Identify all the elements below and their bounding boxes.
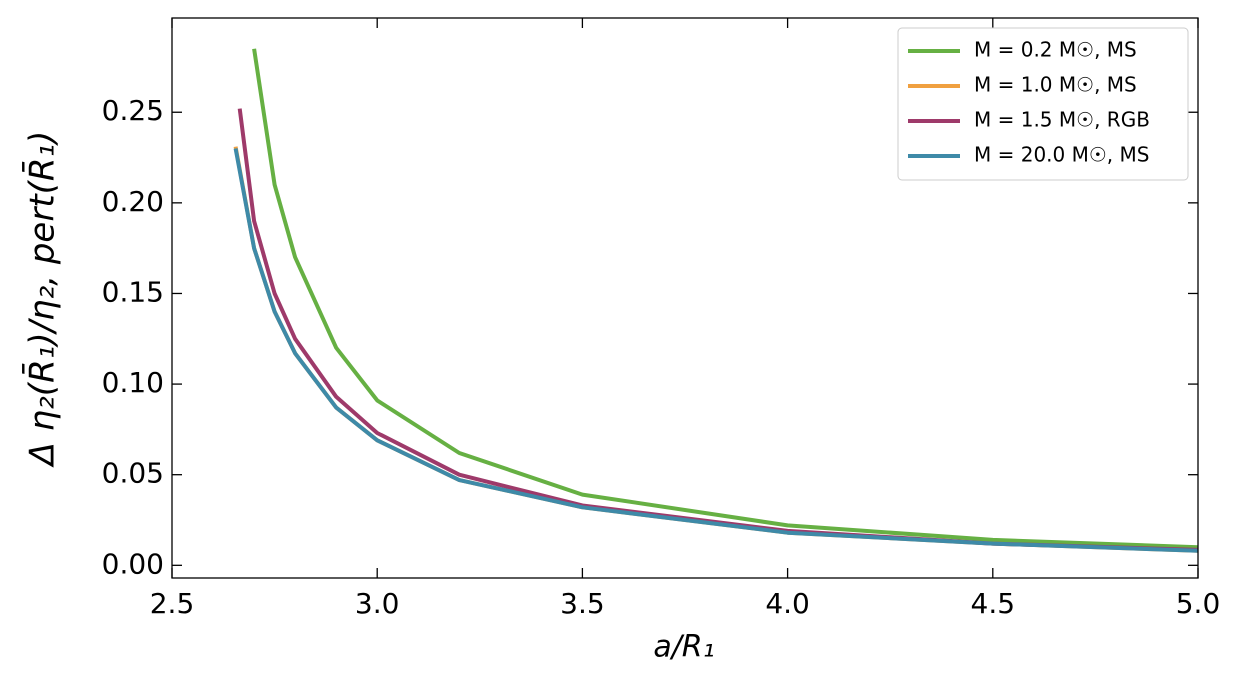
y-tick-label: 0.00 (102, 547, 164, 580)
x-tick-label: 4.0 (765, 587, 810, 620)
y-tick-label: 0.25 (102, 94, 164, 127)
legend-label: M = 1.5 M☉, RGB (974, 108, 1150, 132)
x-tick-label: 3.5 (560, 587, 605, 620)
y-tick-label: 0.15 (102, 275, 164, 308)
series-line (233, 148, 1199, 553)
plot-frame (171, 17, 1199, 579)
y-tick-label: 0.20 (102, 185, 164, 218)
y-tick-label: 0.05 (102, 457, 164, 490)
x-tick-label: 2.5 (150, 587, 195, 620)
legend-label: M = 20.0 M☉, MS (974, 143, 1149, 167)
x-tick-label: 4.5 (971, 587, 1016, 620)
legend-label: M = 0.2 M☉, MS (974, 38, 1137, 62)
legend-label: M = 1.0 M☉, MS (974, 73, 1137, 97)
legend-box (897, 27, 1189, 181)
y-axis-label: Δ η₂(R̄₁)/η₂, pert(R̄₁) (21, 131, 62, 469)
x-tick-label: 3.0 (355, 587, 400, 620)
series-line (252, 48, 1199, 550)
x-tick-label: 5.0 (1176, 587, 1221, 620)
series-line (233, 146, 1199, 553)
y-tick-label: 0.10 (102, 366, 164, 399)
x-axis-label: a/R₁ (653, 630, 714, 665)
